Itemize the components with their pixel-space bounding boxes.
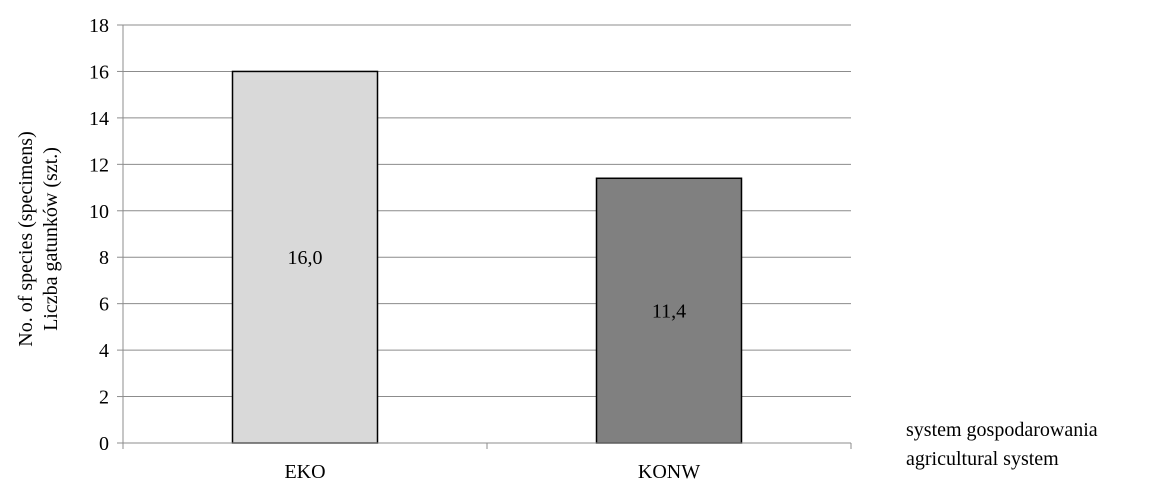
x-tick-label: KONW: [638, 461, 700, 483]
axes: [117, 24, 852, 449]
y-tick-label: 4: [99, 340, 109, 362]
data-label: 11,4: [652, 301, 686, 323]
x-axis-title-line: system gospodarowania: [906, 419, 1098, 441]
y-tick-label: 2: [99, 387, 109, 409]
y-tick-label: 0: [99, 433, 109, 455]
bars: [231, 70, 743, 444]
x-axis-title-line: agricultural system: [906, 448, 1059, 470]
y-tick-label: 18: [89, 15, 109, 37]
y-tick-label: 14: [89, 108, 109, 130]
y-tick-label: 10: [89, 201, 109, 223]
y-tick-label: 16: [89, 61, 109, 83]
bar-eko: [231, 70, 379, 444]
y-axis-title: No. of species (specimens) Liczba gatunkó…: [15, 131, 62, 347]
y-axis-title-line: Liczba gatunków (szt.): [40, 147, 62, 331]
x-axis-title: system gospodarowania agricultural system: [906, 419, 1098, 470]
labels: 0 2 4 6 8 10 12 14 16 18 16,0 EKO 11,4 KONW No. of spe…: [15, 15, 1098, 483]
y-axis-title-line: No. of species (specimens): [15, 131, 37, 347]
x-tick-label: EKO: [284, 461, 325, 483]
y-tick-label: 6: [99, 294, 109, 316]
data-label: 16,0: [288, 247, 323, 269]
y-tick-label: 8: [99, 247, 109, 269]
y-tick-label: 12: [89, 154, 109, 176]
